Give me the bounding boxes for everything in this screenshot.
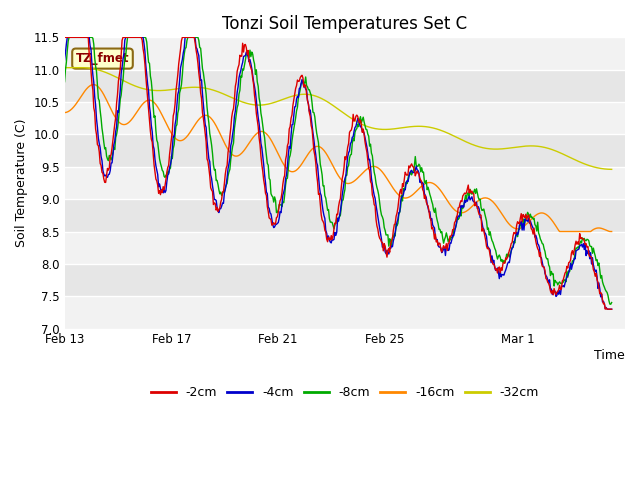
Bar bbox=[65, 134, 625, 167]
Y-axis label: Soil Temperature (C): Soil Temperature (C) bbox=[15, 119, 28, 247]
Bar bbox=[65, 199, 625, 231]
Bar bbox=[65, 167, 625, 199]
Bar bbox=[65, 37, 625, 70]
Legend: -2cm, -4cm, -8cm, -16cm, -32cm: -2cm, -4cm, -8cm, -16cm, -32cm bbox=[145, 382, 544, 405]
Bar bbox=[65, 296, 625, 329]
Bar bbox=[65, 70, 625, 102]
Bar bbox=[65, 231, 625, 264]
X-axis label: Time: Time bbox=[595, 349, 625, 362]
Title: Tonzi Soil Temperatures Set C: Tonzi Soil Temperatures Set C bbox=[222, 15, 467, 33]
Text: TZ_fmet: TZ_fmet bbox=[76, 52, 129, 65]
Bar bbox=[65, 264, 625, 296]
Bar bbox=[65, 102, 625, 134]
